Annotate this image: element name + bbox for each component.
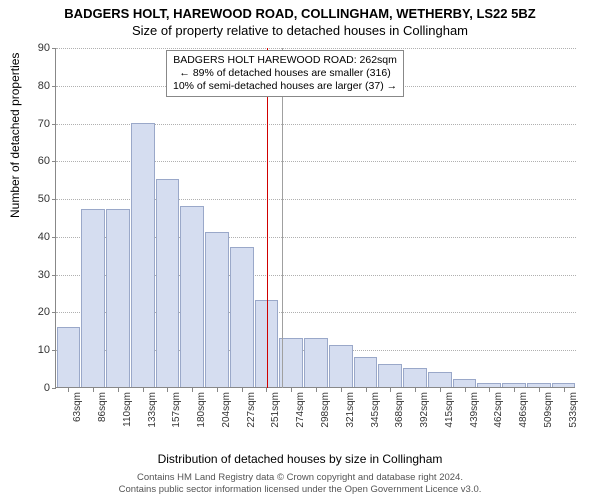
- histogram-bar: [378, 364, 402, 387]
- xtick-label: 345sqm: [370, 392, 381, 428]
- ytick-label: 40: [20, 231, 50, 243]
- histogram-bar: [477, 383, 501, 387]
- xtick-label: 63sqm: [72, 392, 83, 422]
- xtick-label: 86sqm: [97, 392, 108, 422]
- xtick-mark: [341, 388, 342, 392]
- ytick-label: 50: [20, 193, 50, 205]
- ytick-mark: [52, 388, 56, 389]
- xtick-label: 227sqm: [246, 392, 257, 428]
- xtick-label: 462sqm: [493, 392, 504, 428]
- ytick-mark: [52, 48, 56, 49]
- xtick-mark: [415, 388, 416, 392]
- ytick-label: 70: [20, 118, 50, 130]
- xtick-label: 180sqm: [196, 392, 207, 428]
- chart-container: BADGERS HOLT, HAREWOOD ROAD, COLLINGHAM,…: [0, 0, 600, 500]
- ytick-label: 10: [20, 344, 50, 356]
- ytick-mark: [52, 161, 56, 162]
- xtick-mark: [242, 388, 243, 392]
- gridline: [56, 48, 576, 49]
- xtick-mark: [465, 388, 466, 392]
- reference-line-primary: [267, 48, 268, 388]
- histogram-bar: [81, 209, 105, 387]
- x-axis-label: Distribution of detached houses by size …: [0, 452, 600, 466]
- xtick-mark: [143, 388, 144, 392]
- xtick-label: 509sqm: [543, 392, 554, 428]
- reference-line-secondary: [282, 48, 283, 388]
- histogram-bar: [502, 383, 526, 387]
- ytick-mark: [52, 124, 56, 125]
- xtick-label: 439sqm: [469, 392, 480, 428]
- xtick-mark: [118, 388, 119, 392]
- xtick-mark: [539, 388, 540, 392]
- ytick-mark: [52, 199, 56, 200]
- histogram-bar: [552, 383, 576, 387]
- ytick-label: 60: [20, 155, 50, 167]
- xtick-mark: [366, 388, 367, 392]
- ytick-label: 90: [20, 42, 50, 54]
- histogram-bar: [428, 372, 452, 387]
- ytick-label: 20: [20, 306, 50, 318]
- footnote-line2: Contains public sector information licen…: [0, 484, 600, 496]
- annotation-line: ← 89% of detached houses are smaller (31…: [173, 67, 397, 80]
- histogram-bar: [205, 232, 229, 387]
- xtick-label: 204sqm: [221, 392, 232, 428]
- xtick-mark: [192, 388, 193, 392]
- ytick-label: 80: [20, 80, 50, 92]
- xtick-mark: [390, 388, 391, 392]
- ytick-label: 0: [20, 382, 50, 394]
- histogram-bar: [57, 327, 81, 387]
- xtick-mark: [93, 388, 94, 392]
- xtick-mark: [68, 388, 69, 392]
- xtick-mark: [217, 388, 218, 392]
- xtick-label: 486sqm: [518, 392, 529, 428]
- histogram-bar: [403, 368, 427, 387]
- ytick-mark: [52, 312, 56, 313]
- xtick-label: 110sqm: [122, 392, 133, 427]
- xtick-label: 133sqm: [147, 392, 158, 428]
- xtick-mark: [167, 388, 168, 392]
- histogram-bar: [453, 379, 477, 387]
- ytick-mark: [52, 350, 56, 351]
- xtick-label: 274sqm: [295, 392, 306, 428]
- footnote: Contains HM Land Registry data © Crown c…: [0, 472, 600, 496]
- ytick-mark: [52, 237, 56, 238]
- footnote-line1: Contains HM Land Registry data © Crown c…: [0, 472, 600, 484]
- xtick-mark: [514, 388, 515, 392]
- chart-subtitle: Size of property relative to detached ho…: [0, 21, 600, 38]
- xtick-label: 368sqm: [394, 392, 405, 428]
- histogram-bar: [527, 383, 551, 387]
- xtick-label: 251sqm: [270, 392, 281, 428]
- xtick-label: 157sqm: [171, 392, 182, 428]
- ytick-mark: [52, 275, 56, 276]
- histogram-bar: [354, 357, 378, 387]
- xtick-label: 321sqm: [345, 392, 356, 428]
- annotation-box: BADGERS HOLT HAREWOOD ROAD: 262sqm← 89% …: [166, 50, 404, 97]
- histogram-bar: [106, 209, 130, 387]
- histogram-bar: [329, 345, 353, 387]
- xtick-label: 392sqm: [419, 392, 430, 428]
- xtick-mark: [266, 388, 267, 392]
- plot-region: 63sqm86sqm110sqm133sqm157sqm180sqm204sqm…: [55, 48, 575, 388]
- xtick-label: 298sqm: [320, 392, 331, 428]
- xtick-mark: [291, 388, 292, 392]
- xtick-mark: [316, 388, 317, 392]
- plot-area: 63sqm86sqm110sqm133sqm157sqm180sqm204sqm…: [55, 48, 575, 388]
- xtick-mark: [489, 388, 490, 392]
- annotation-line: BADGERS HOLT HAREWOOD ROAD: 262sqm: [173, 54, 397, 67]
- histogram-bar: [230, 247, 254, 387]
- xtick-label: 415sqm: [444, 392, 455, 428]
- histogram-bar: [304, 338, 328, 387]
- histogram-bar: [180, 206, 204, 387]
- xtick-mark: [440, 388, 441, 392]
- histogram-bar: [131, 123, 155, 387]
- xtick-label: 533sqm: [568, 392, 579, 428]
- annotation-line: 10% of semi-detached houses are larger (…: [173, 80, 397, 93]
- xtick-mark: [564, 388, 565, 392]
- ytick-label: 30: [20, 269, 50, 281]
- histogram-bar: [156, 179, 180, 387]
- ytick-mark: [52, 86, 56, 87]
- chart-title-address: BADGERS HOLT, HAREWOOD ROAD, COLLINGHAM,…: [0, 0, 600, 21]
- histogram-bar: [279, 338, 303, 387]
